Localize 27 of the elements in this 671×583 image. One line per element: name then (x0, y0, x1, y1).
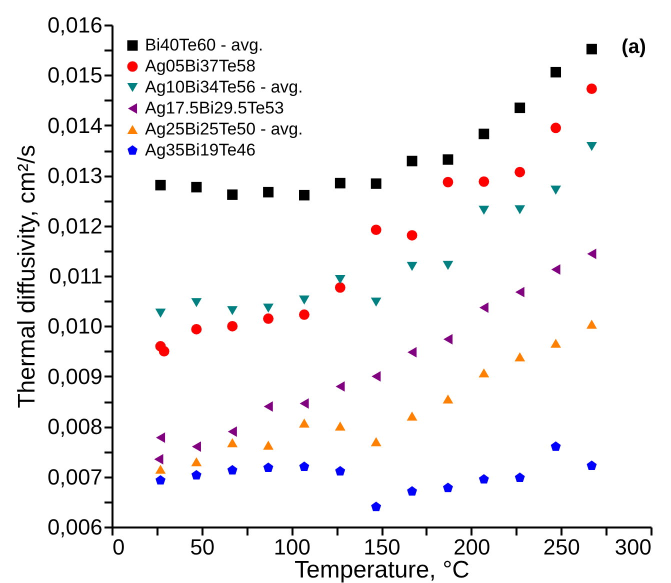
y-tick-label: 0,010 (47, 314, 102, 339)
x-tick-label: 250 (543, 534, 580, 560)
y-tick-label: 0,014 (47, 112, 102, 138)
x-tick-label: 300 (614, 534, 652, 560)
y-tick-label: 0,012 (47, 213, 102, 238)
x-tick-label: 50 (190, 534, 215, 560)
y-tick-label: 0,015 (47, 62, 102, 88)
legend-label: Ag35Bi19Te46 (145, 140, 256, 160)
legend-label: Ag05Bi37Te58 (145, 56, 256, 76)
x-tick-label: 0 (112, 534, 125, 560)
legend-label: Ag25Bi25Te50 - avg. (145, 120, 303, 138)
legend-label: Bi40Te60 - avg. (145, 36, 264, 54)
x-axis-title: Temperature, °C (294, 556, 470, 583)
annotation: (a) (622, 36, 646, 58)
y-tick-label: 0,008 (47, 414, 102, 440)
y-tick-label: 0,006 (47, 514, 102, 540)
y-tick-label: 0,013 (47, 163, 102, 188)
y-tick-label: 0,011 (49, 264, 102, 288)
y-tick-label: 0,009 (47, 364, 102, 389)
x-tick-label: 200 (453, 534, 490, 560)
x-tick-label: 150 (364, 534, 400, 560)
x-tick-label: 100 (274, 534, 311, 560)
y-tick-label: 0,007 (47, 464, 102, 490)
y-axis-title: Thermal diffusivity, cm²/s (13, 144, 40, 408)
legend-label: Ag17.5Bi29.5Te53 (145, 98, 284, 118)
y-tick-label: 0,016 (47, 12, 102, 38)
legend-label: Ag10Bi34Te56 - avg. (145, 78, 303, 96)
